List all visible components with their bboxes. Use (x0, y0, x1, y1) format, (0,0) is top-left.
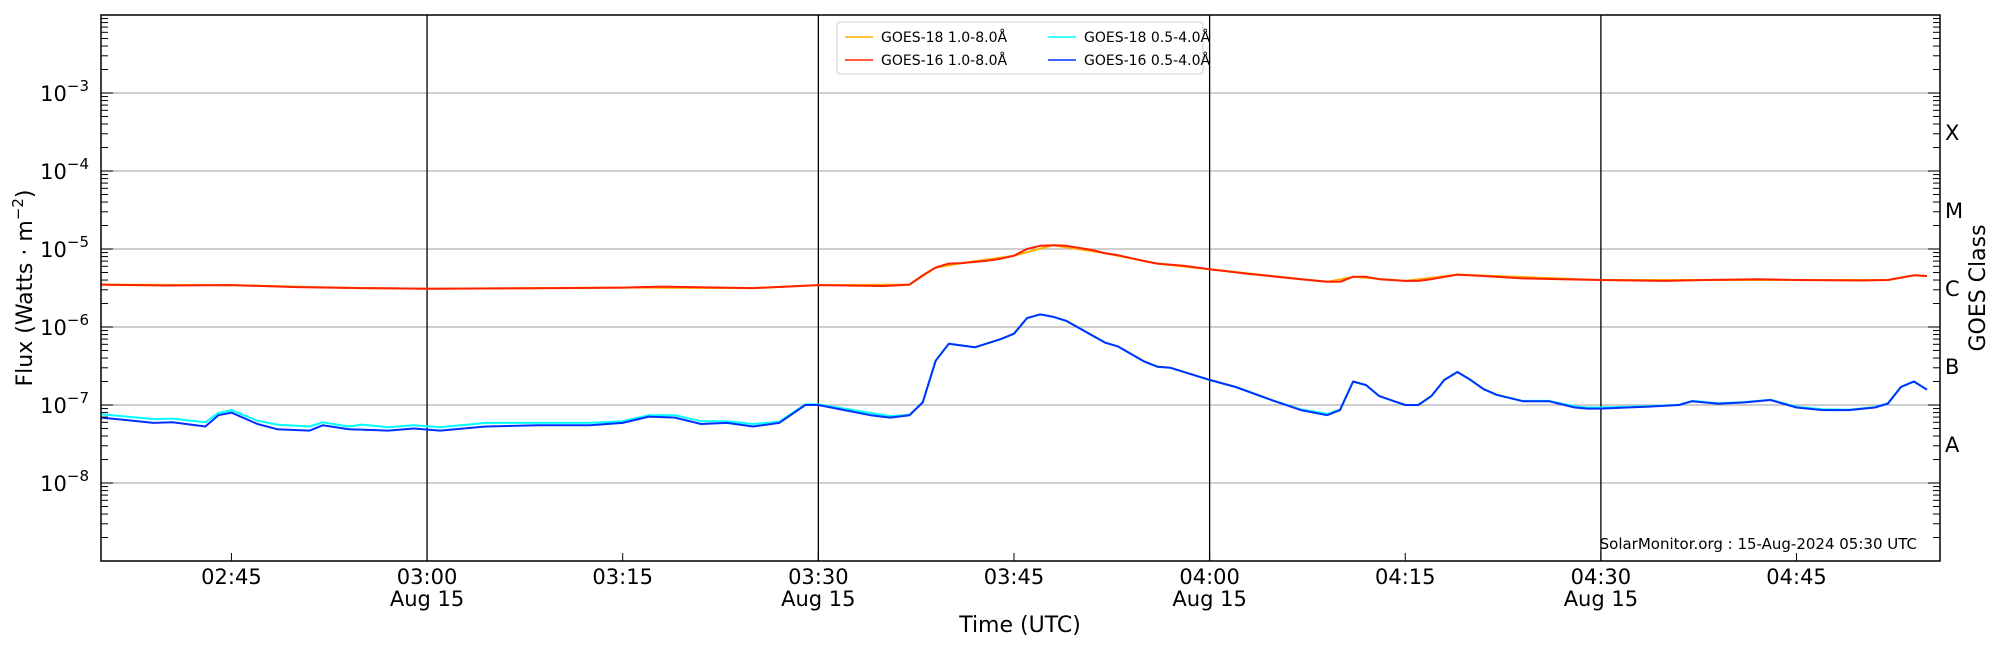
x-tick-label: 03:00 (397, 565, 458, 589)
legend-item: GOES-16 1.0-8.0Å (845, 52, 1007, 69)
goes-class-b: B (1945, 355, 1959, 379)
legend-label: GOES-18 0.5-4.0Å (1084, 29, 1210, 46)
y-tick-label: 10−3 (40, 77, 89, 106)
series-line-goes-16-0-5-4-0- (100, 313, 1928, 432)
y-axis-label: Flux (Watts · m−2) (9, 190, 38, 387)
goes-class-m: M (1945, 199, 1963, 223)
x-tick-label: 04:00 (1179, 565, 1240, 589)
x-axis-label: Time (UTC) (958, 613, 1081, 638)
y-axis: 10−3 10−4 10−5 10−6 10−7 10−8 (40, 18, 113, 562)
goes-class-c: C (1945, 277, 1960, 301)
goes-class-x: X (1945, 121, 1959, 145)
x-tick-date: Aug 15 (781, 587, 855, 611)
y-tick-label: 10−7 (40, 389, 89, 418)
legend-label: GOES-18 1.0-8.0Å (881, 29, 1007, 46)
x-tick-label: 02:45 (201, 565, 262, 589)
series-lines (100, 244, 1928, 432)
x-tick-label: 03:15 (592, 565, 653, 589)
y-tick-label: 10−8 (40, 467, 89, 496)
legend: GOES-18 1.0-8.0Å GOES-18 0.5-4.0Å GOES-16 … (836, 21, 1210, 75)
goes-class-a: A (1945, 433, 1960, 457)
x-tick-label: 04:15 (1375, 565, 1436, 589)
source-annotation: SolarMonitor.org : 15-Aug-2024 05:30 UTC (1600, 535, 1917, 553)
goes-class-label: GOES Class (1966, 224, 1991, 351)
x-tick-date: Aug 15 (390, 587, 464, 611)
y-tick-label: 10−4 (40, 155, 89, 184)
series-line-goes-16-1-0-8-0- (100, 244, 1928, 290)
x-tick-date: Aug 15 (1564, 587, 1638, 611)
y-tick-label: 10−6 (40, 311, 89, 340)
x-tick-date: Aug 15 (1172, 587, 1246, 611)
series-line-goes-18-0-5-4-0- (100, 313, 1928, 429)
x-tick-label: 03:30 (788, 565, 849, 589)
series-line-goes-18-1-0-8-0- (100, 244, 1928, 290)
x-tick-label: 04:30 (1571, 565, 1632, 589)
legend-item: GOES-16 0.5-4.0Å (1048, 52, 1210, 69)
x-tick-label: 03:45 (984, 565, 1045, 589)
legend-box (836, 21, 1204, 75)
legend-item: GOES-18 0.5-4.0Å (1048, 29, 1210, 46)
plot-frame (100, 14, 1941, 562)
legend-item: GOES-18 1.0-8.0Å (845, 29, 1007, 46)
goes-class-axis: X M C B A (1928, 18, 1963, 562)
x-tick-label: 04:45 (1766, 565, 1827, 589)
legend-label: GOES-16 0.5-4.0Å (1084, 52, 1210, 69)
y-tick-label: 10−5 (40, 233, 89, 262)
legend-label: GOES-16 1.0-8.0Å (881, 52, 1007, 69)
